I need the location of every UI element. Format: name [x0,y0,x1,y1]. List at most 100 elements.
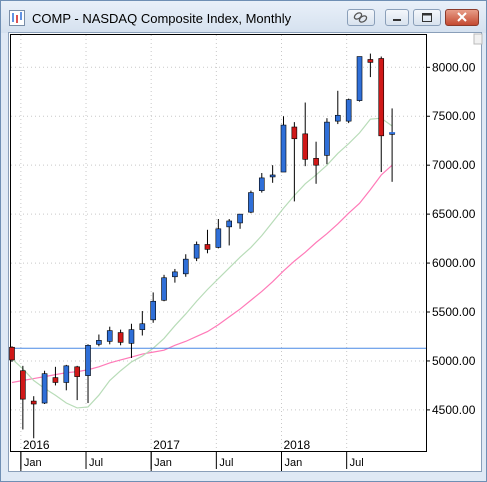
candle [52,366,59,386]
candle-up-body [172,271,178,278]
candle-up-body [258,177,265,191]
candle-up-body [345,99,352,122]
y-tick-label: 8000.00 [432,60,476,74]
candle [41,370,48,405]
candle [106,326,113,345]
candle-down-body [204,244,211,250]
x-year-label: 2017 [153,438,180,452]
candle-down-body [378,58,385,137]
maximize-icon [422,13,432,22]
close-button[interactable] [445,9,479,26]
minimize-icon [393,19,401,21]
candle-down-body [74,366,80,377]
candle [172,268,178,283]
candle-up-body [41,373,48,404]
y-tick-label: 6500.00 [432,207,476,221]
candle-down-body [9,346,15,361]
x-year-label: 2016 [23,438,50,452]
candle-up-body [248,192,254,213]
candle [74,365,80,401]
time-axis: 2016 2017 2018 Jan Jul Jan Jul Jan Jul [20,438,364,471]
candle [345,98,352,124]
candle-up-body [139,323,146,330]
candle-up-body [324,121,330,156]
candle-up-body [334,114,341,122]
candle [20,365,26,430]
candle [324,118,330,165]
price-axis: 8000.00 7500.00 7000.00 6500.00 6000.00 5500.… [426,60,476,417]
y-tick-label: 7500.00 [432,109,476,123]
candle [139,311,146,336]
candle [204,229,211,254]
candle [85,344,91,404]
candle [248,190,254,214]
candle-up-body [85,344,91,376]
candle [128,323,135,359]
scroll-button-right[interactable] [473,33,483,45]
y-tick-label: 7000.00 [432,158,476,172]
candle [356,56,363,102]
chart-app-icon [9,10,25,26]
candle [258,173,265,193]
candle-down-body [117,332,124,343]
candle [182,254,189,277]
candle [30,396,37,439]
x-month-label: Jul [219,457,233,469]
candle [226,219,232,246]
y-tick-label: 6000.00 [432,256,476,270]
candle [161,274,167,302]
candle [9,346,15,362]
candle-up-body [96,340,102,345]
window-title: COMP - NASDAQ Composite Index, Monthly [32,11,292,26]
candle [150,292,156,323]
candle [291,122,298,202]
candle [63,364,70,391]
x-month-label: Jul [89,457,103,469]
candle [313,141,319,184]
x-month-label: Jan [154,457,172,469]
candle-down-body [313,158,319,166]
candle-up-body [269,174,276,178]
candle [367,53,374,78]
link-icon [353,12,368,23]
close-icon [457,12,467,22]
y-tick-label: 4500.00 [432,403,476,417]
candle [96,334,102,347]
candle-up-body [193,244,200,259]
candles-layer [9,53,396,439]
x-month-label: Jan [285,457,303,469]
link-button[interactable] [347,9,375,26]
ma-short-line [11,117,393,409]
candle-up-body [106,330,113,342]
candle-up-body [128,329,135,344]
candle-up-body [226,220,232,228]
maximize-button[interactable] [413,9,441,26]
candle-down-body [52,377,59,383]
title-bar[interactable]: COMP - NASDAQ Composite Index, Monthly [1,1,486,33]
candle-up-body [161,277,167,301]
candle [302,102,309,167]
candle-down-body [291,126,298,140]
candle [280,116,287,173]
candle-down-body [302,133,309,160]
candle-up-body [182,258,189,275]
candle [193,241,200,262]
candle-up-body [150,300,156,321]
x-month-label: Jul [350,457,364,469]
candle [215,219,222,249]
candle-up-body [63,365,70,383]
candle [269,165,276,183]
y-tick-label: 5000.00 [432,354,476,368]
candle-down-body [367,59,374,63]
candle-down-body [30,400,37,405]
candle [334,90,341,125]
candle-up-body [356,56,363,101]
minimize-button[interactable] [385,9,409,26]
candle [117,329,124,346]
candle [237,213,243,229]
x-month-label: Jan [24,457,42,469]
candle-down-body [20,370,26,400]
x-year-label: 2018 [284,438,311,452]
y-tick-label: 5500.00 [432,305,476,319]
